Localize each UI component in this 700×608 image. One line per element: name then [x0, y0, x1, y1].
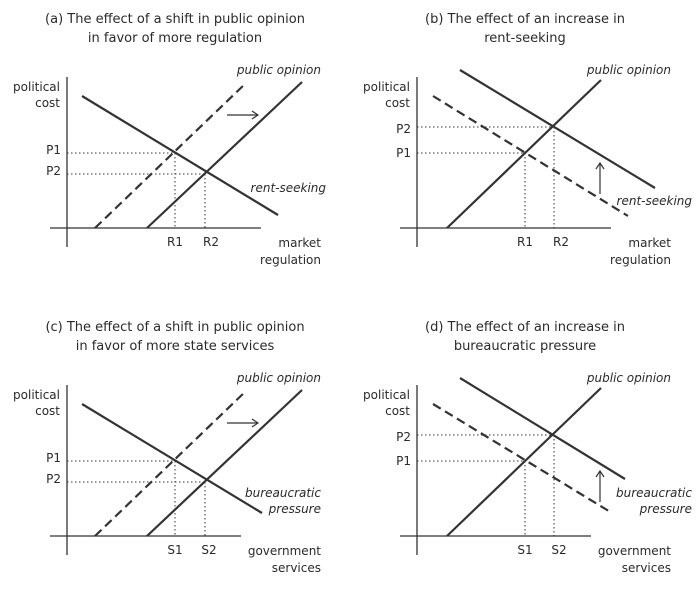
panel-title-line-2: in favor of more regulation	[87, 31, 263, 46]
supply-curve-label: public opinion	[586, 371, 671, 385]
supply-curve	[446, 387, 602, 537]
quantity-label-2: S2	[551, 543, 567, 557]
supply-curve	[446, 79, 602, 229]
demand-curve-new	[459, 377, 626, 480]
shift-arrow-up	[595, 469, 605, 502]
panel-title-line-2: in favor of more state services	[75, 339, 275, 354]
price-label-2: P2	[396, 122, 411, 136]
x-axis-label-line-2: services	[621, 561, 671, 575]
diagram-svg	[400, 377, 626, 555]
price-label-2: P2	[46, 164, 61, 178]
y-axis-label-line-2: cost	[35, 96, 60, 110]
x-axis-label-line-1: market	[628, 236, 671, 250]
demand-curve	[81, 95, 279, 216]
demand-curve-label-line-2: pressure	[639, 502, 692, 516]
panel-a: (a) The effect of a shift in public opin…	[0, 0, 350, 300]
panel-title-line-1: (a) The effect of a shift in public opin…	[45, 12, 305, 27]
price-label-2: P2	[46, 472, 61, 486]
price-label-2: P2	[396, 430, 411, 444]
shift-arrow-up	[595, 161, 605, 194]
demand-curve-label-line-1: rent-seeking	[616, 194, 692, 208]
panel-title-line-1: (c) The effect of a shift in public opin…	[45, 320, 305, 335]
quantity-label-1: R1	[167, 235, 183, 249]
demand-curve-original	[432, 403, 613, 514]
quantity-label-2: R2	[553, 235, 569, 249]
shift-arrow-right	[227, 418, 260, 428]
y-axis-label-line-1: political	[13, 80, 60, 94]
supply-curve-label: public opinion	[236, 371, 321, 385]
supply-curve-original	[94, 390, 247, 537]
quantity-label-2: R2	[203, 235, 219, 249]
price-label-1: P1	[396, 146, 411, 160]
demand-curve-original	[432, 95, 629, 217]
price-label-1: P1	[46, 143, 61, 157]
y-axis-label-line-2: cost	[35, 404, 60, 418]
panel-title-line-1: (d) The effect of an increase in	[425, 320, 625, 335]
demand-curve	[81, 403, 263, 514]
quantity-label-1: S1	[517, 543, 533, 557]
panel-b: (b) The effect of an increase in rent-se…	[350, 0, 700, 300]
panel-title: (b) The effect of an increase in rent-se…	[350, 10, 700, 48]
x-axis-label-line-1: market	[278, 236, 321, 250]
panel-title-line-2: bureaucratic pressure	[453, 339, 597, 354]
demand-curve-label-line-2: pressure	[268, 502, 321, 516]
shift-arrow-right	[227, 110, 260, 120]
y-axis-label-line-1: political	[363, 80, 410, 94]
supply-curve-new	[146, 389, 303, 537]
demand-curve-label-line-1: bureaucratic	[244, 486, 321, 500]
y-axis-label-line-2: cost	[385, 404, 410, 418]
diagram-svg	[50, 77, 303, 247]
supply-curve-original	[94, 82, 247, 229]
panel-title: (c) The effect of a shift in public opin…	[0, 318, 350, 356]
diagram-svg	[50, 385, 303, 555]
price-label-1: P1	[46, 451, 61, 465]
quantity-label-2: S2	[201, 543, 217, 557]
quantity-label-1: S1	[167, 543, 183, 557]
supply-curve-new	[146, 81, 303, 229]
y-axis-label-line-1: political	[363, 388, 410, 402]
panel-title-line-2: rent-seeking	[484, 31, 566, 46]
panel-title: (a) The effect of a shift in public opin…	[0, 10, 350, 48]
x-axis-label-line-2: services	[271, 561, 321, 575]
panel-title: (d) The effect of an increase in bureauc…	[350, 318, 700, 356]
y-axis-label-line-2: cost	[385, 96, 410, 110]
x-axis-label-line-2: regulation	[610, 253, 671, 267]
diagram-svg	[400, 69, 656, 247]
supply-curve-label: public opinion	[586, 63, 671, 77]
panel-d: (d) The effect of an increase in bureauc…	[350, 308, 700, 608]
panel-c: (c) The effect of a shift in public opin…	[0, 308, 350, 608]
y-axis-label-line-1: political	[13, 388, 60, 402]
demand-curve-label-line-1: rent-seeking	[250, 181, 326, 195]
panel-title-line-1: (b) The effect of an increase in	[425, 12, 625, 27]
x-axis-label-line-1: government	[597, 544, 671, 558]
x-axis-label-line-2: regulation	[260, 253, 321, 267]
quantity-label-1: R1	[517, 235, 533, 249]
x-axis-label-line-1: government	[247, 544, 321, 558]
price-label-1: P1	[396, 454, 411, 468]
demand-curve-new	[459, 69, 656, 189]
demand-curve-label-line-1: bureaucratic	[615, 486, 692, 500]
supply-curve-label: public opinion	[236, 63, 321, 77]
